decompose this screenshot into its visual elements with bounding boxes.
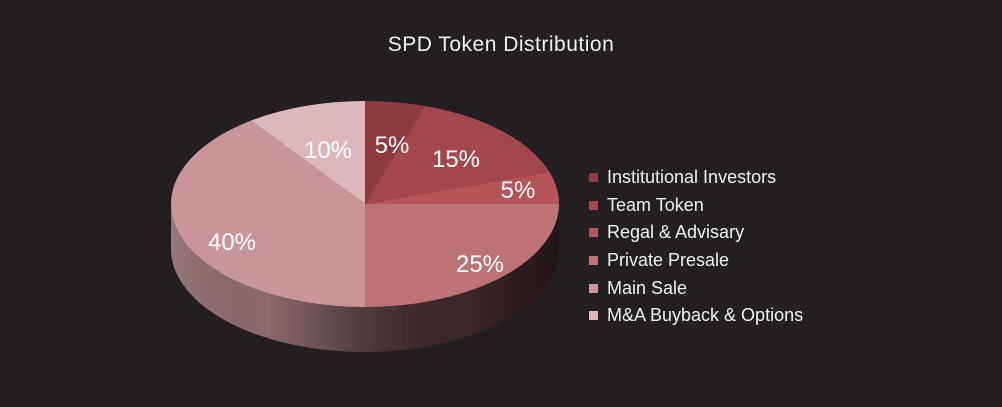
pie-slice-2 bbox=[365, 172, 559, 204]
legend-item-5: M&A Buyback & Options bbox=[589, 302, 989, 330]
pie-slice-5 bbox=[250, 101, 365, 204]
legend-label: Private Presale bbox=[607, 250, 730, 271]
pie-sides bbox=[171, 204, 559, 352]
legend-item-0: Institutional Investors bbox=[589, 164, 989, 192]
chart-title: SPD Token Distribution bbox=[387, 33, 615, 56]
legend-swatch bbox=[589, 228, 598, 238]
slice-label-3: 25% bbox=[456, 251, 504, 278]
slice-label-1: 15% bbox=[432, 146, 480, 173]
legend-swatch bbox=[589, 173, 598, 183]
pie-slice-4 bbox=[170, 120, 365, 307]
legend-label: Regal & Advisary bbox=[607, 222, 745, 243]
legend: Institutional Investors Team Token Regal &… bbox=[589, 164, 989, 330]
pie-slice-3 bbox=[365, 204, 559, 307]
legend-swatch bbox=[589, 283, 598, 293]
legend-label: Team Token bbox=[607, 194, 704, 215]
pie-slice-1 bbox=[365, 106, 550, 204]
pie-top bbox=[170, 101, 559, 307]
pie-side-shade-3 bbox=[365, 204, 559, 352]
legend-item-3: Private Presale bbox=[589, 247, 989, 275]
legend-swatch bbox=[589, 311, 598, 321]
legend-item-4: Main Sale bbox=[589, 274, 989, 302]
legend-label: Main Sale bbox=[607, 277, 688, 298]
slice-label-0: 5% bbox=[375, 132, 410, 159]
pie-labels: 5% 15% 5% 25% 40% 10% bbox=[208, 132, 535, 278]
legend-label: M&A Buyback & Options bbox=[607, 305, 804, 326]
slice-label-4: 40% bbox=[208, 229, 256, 256]
legend-item-2: Regal & Advisary bbox=[589, 219, 989, 247]
slice-label-5: 10% bbox=[304, 137, 352, 164]
legend-label: Institutional Investors bbox=[607, 167, 777, 188]
legend-swatch bbox=[589, 256, 598, 266]
slice-label-2: 5% bbox=[501, 177, 536, 204]
legend-item-1: Team Token bbox=[589, 192, 989, 220]
pie-slice-0 bbox=[365, 101, 425, 204]
legend-swatch bbox=[589, 200, 598, 210]
pie-side-shade-4 bbox=[171, 204, 365, 352]
